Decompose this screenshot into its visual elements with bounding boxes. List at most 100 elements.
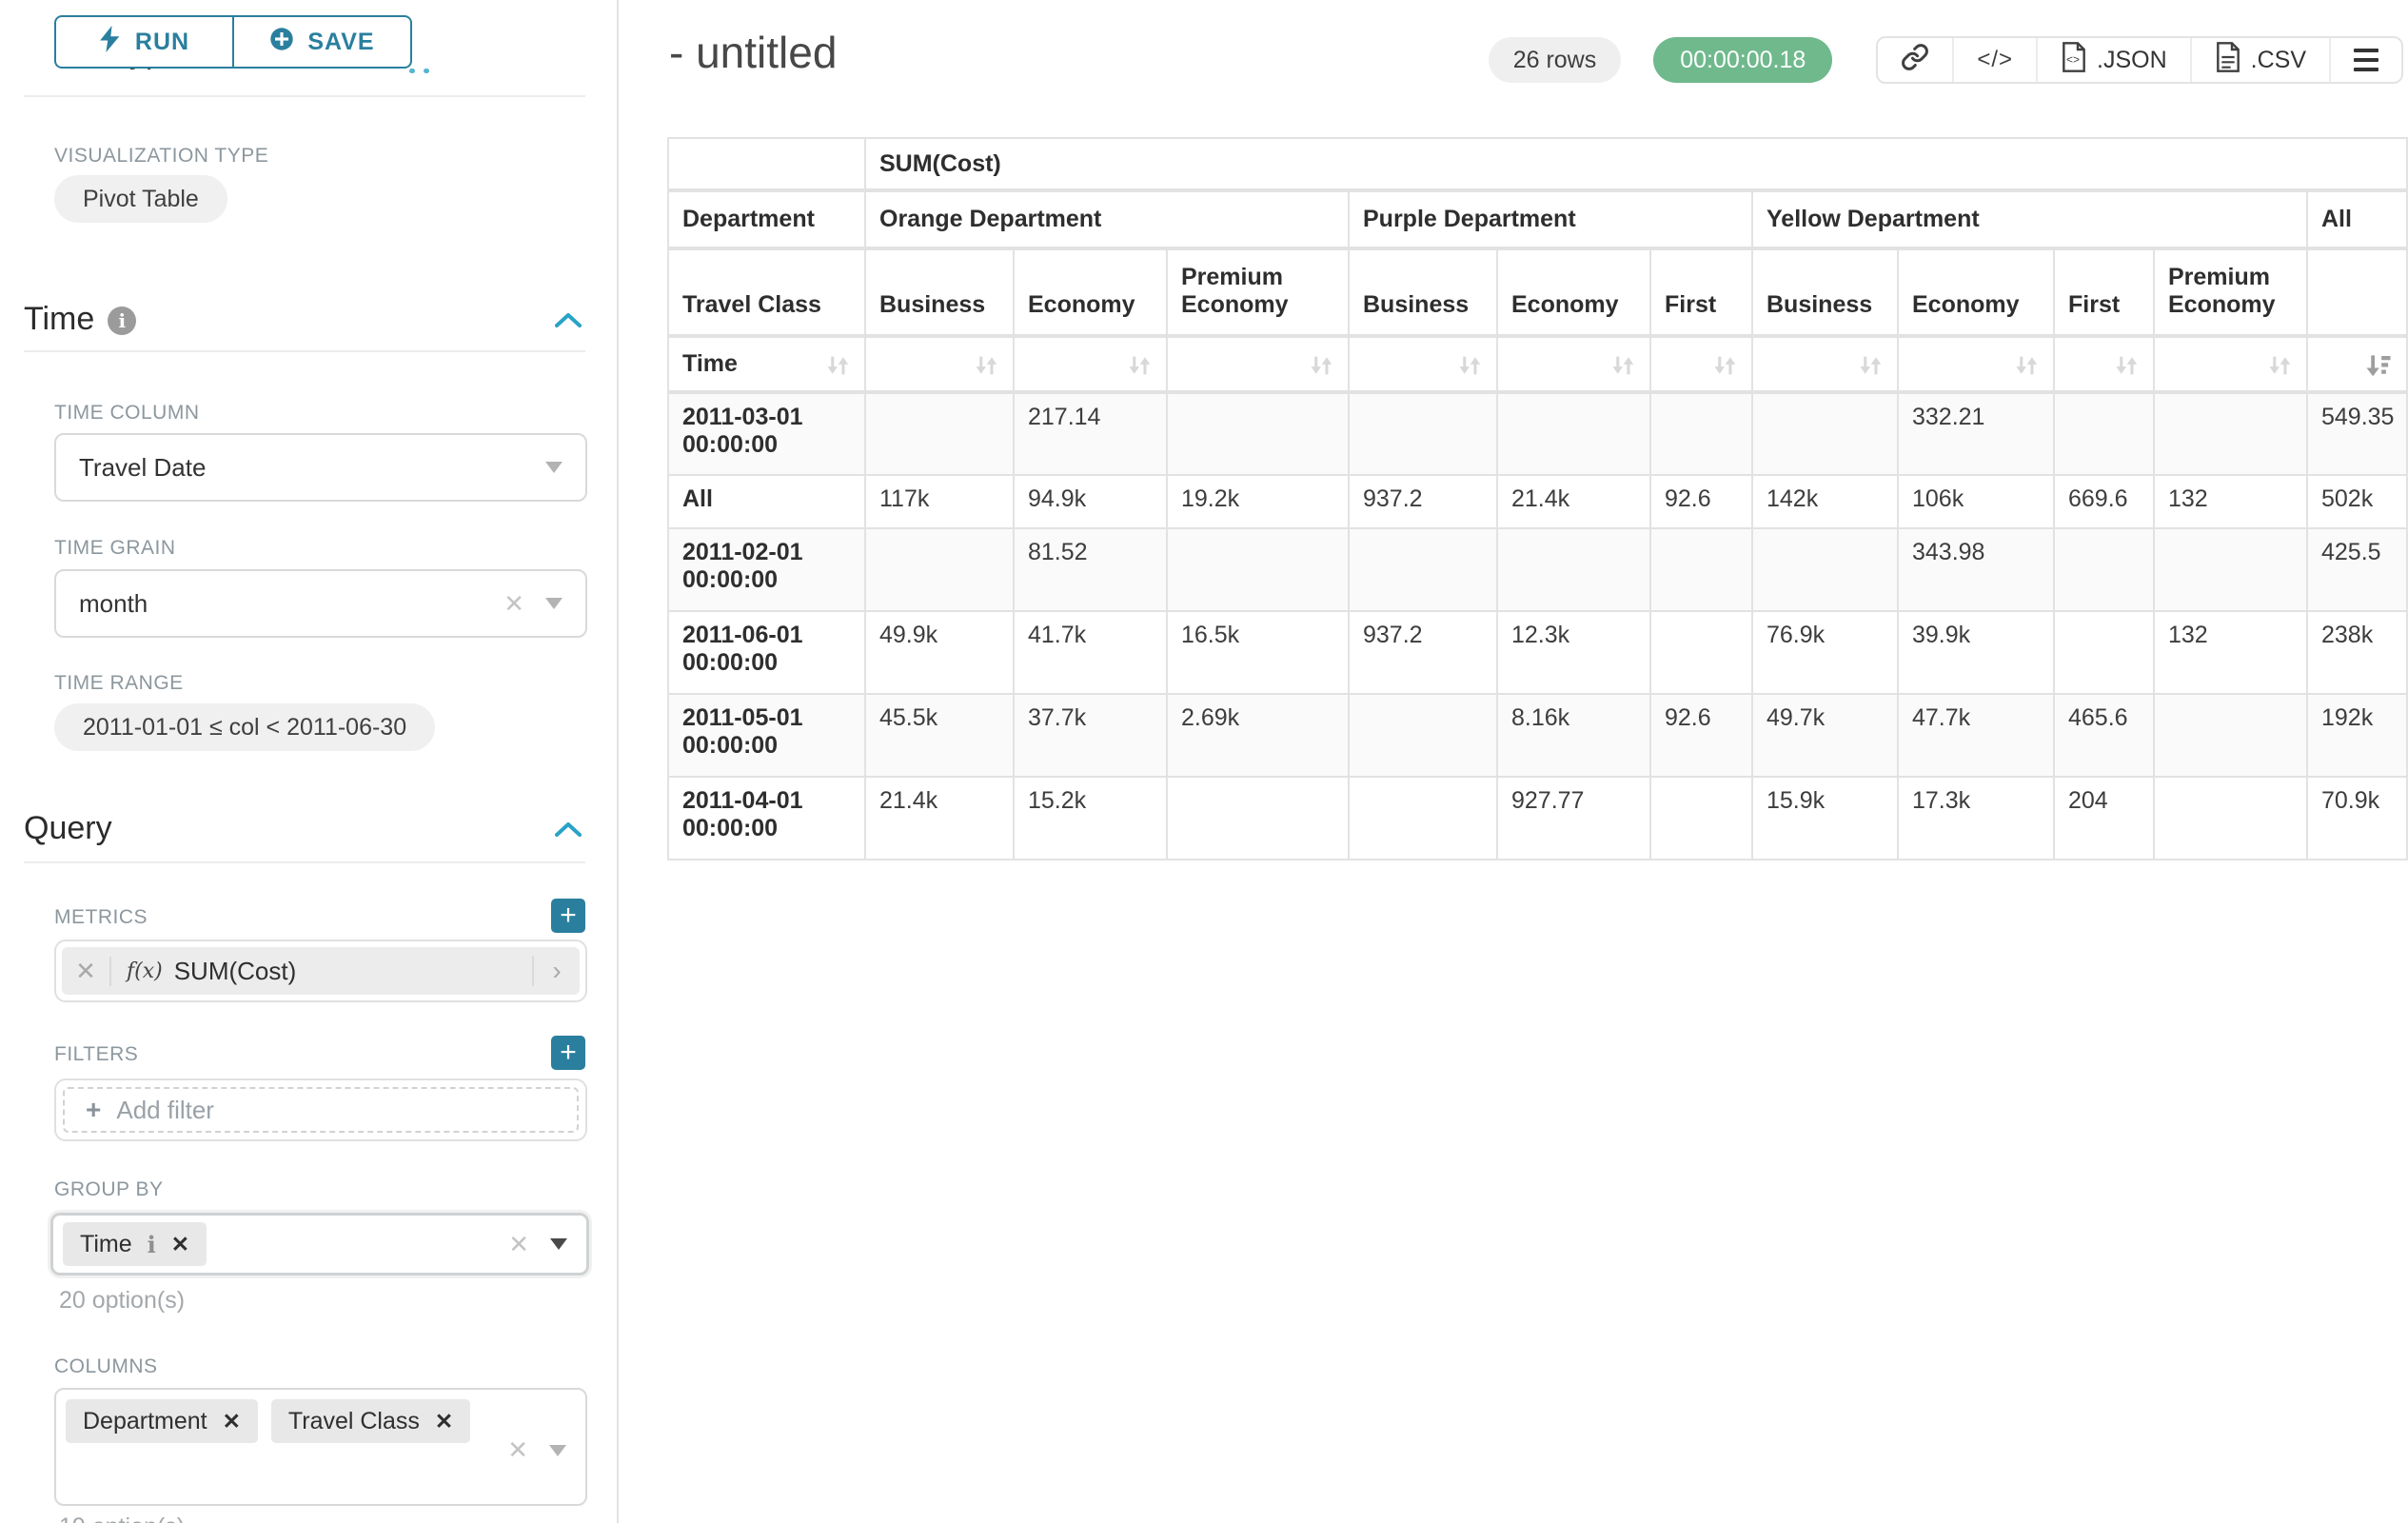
group-by-select[interactable]: Time i ✕ ✕	[50, 1213, 589, 1276]
pivot-sort-header[interactable]	[1348, 335, 1498, 394]
divider	[24, 350, 585, 352]
export-json-button[interactable]: <> .JSON	[2036, 38, 2190, 82]
remove-metric-icon[interactable]: ✕	[62, 956, 111, 986]
caret-down-icon[interactable]	[550, 1238, 567, 1250]
pivot-cell: 37.7k	[1013, 693, 1168, 778]
pivot-sort-header[interactable]	[2153, 335, 2308, 394]
share-link-button[interactable]	[1878, 38, 1952, 82]
time-column-select[interactable]: Travel Date	[54, 433, 587, 502]
pivot-cell: 2.69k	[1166, 693, 1350, 778]
pivot-col-header: Economy	[1013, 247, 1168, 338]
pivot-cell	[1751, 527, 1899, 612]
pivot-cell: 142k	[1751, 474, 1899, 529]
chevron-right-icon[interactable]: ›	[532, 956, 580, 986]
columns-tag[interactable]: Department ✕	[66, 1399, 258, 1443]
pivot-cell: 217.14	[1013, 391, 1168, 476]
metric-pill[interactable]: ✕ f(x) SUM(Cost) ›	[62, 947, 580, 995]
chevron-up-icon[interactable]	[553, 310, 583, 336]
save-button[interactable]: SAVE	[233, 15, 412, 69]
pivot-row-label: 2011-03-01 00:00:00	[667, 391, 866, 476]
pivot-cell: 15.2k	[1013, 776, 1168, 860]
columns-tag[interactable]: Travel Class ✕	[270, 1399, 471, 1443]
pivot-cell: 94.9k	[1013, 474, 1168, 529]
pivot-row-label: 2011-02-01 00:00:00	[667, 527, 866, 612]
clipped-chevron-dots	[409, 69, 429, 73]
pivot-sort-header[interactable]	[1751, 335, 1899, 394]
pivot-col-header: Premium Economy	[1166, 247, 1350, 338]
pivot-cell: 17.3k	[1897, 776, 2055, 860]
group-by-label: GROUP BY	[54, 1178, 164, 1200]
add-metric-button[interactable]: +	[551, 899, 585, 933]
pivot-sort-header[interactable]	[2053, 335, 2155, 394]
pivot-sort-header[interactable]	[1649, 335, 1753, 394]
columns-select[interactable]: Department ✕ Travel Class ✕ ✕	[54, 1388, 587, 1506]
pivot-cell	[1348, 391, 1498, 476]
remove-tag-icon[interactable]: ✕	[170, 1231, 190, 1256]
pivot-cell: 238k	[2305, 610, 2408, 695]
run-button[interactable]: RUN	[54, 15, 233, 69]
time-grain-value: month	[79, 588, 148, 618]
pivot-row: 2011-02-01 00:00:00 81.52 343.98 425.5	[667, 527, 2408, 612]
view-query-button[interactable]: </>	[1952, 38, 2036, 82]
pivot-cell: 132	[2153, 610, 2308, 695]
pivot-cell	[1166, 776, 1350, 860]
hamburger-icon	[2354, 49, 2378, 71]
pivot-col-header: Economy	[1496, 247, 1651, 338]
pivot-sort-header[interactable]	[1897, 335, 2055, 394]
pivot-cell: 937.2	[1348, 610, 1498, 695]
filters-label: FILTERS	[54, 1043, 139, 1065]
menu-button[interactable]	[2329, 38, 2401, 82]
pivot-cell: 21.4k	[864, 776, 1015, 860]
export-json-label: .JSON	[2097, 46, 2167, 73]
pivot-cell	[1649, 527, 1753, 612]
query-timer-badge: 00:00:00.18	[1653, 37, 1833, 83]
pivot-sort-header[interactable]	[1166, 335, 1350, 394]
export-csv-label: .CSV	[2250, 46, 2306, 73]
pivot-sort-header[interactable]	[2305, 335, 2408, 394]
columns-label: COLUMNS	[54, 1355, 158, 1377]
pivot-time-axis-label sort-cell[interactable]: Time	[667, 335, 866, 394]
time-grain-select[interactable]: month ✕	[54, 569, 587, 638]
group-by-tag[interactable]: Time i ✕	[63, 1222, 207, 1266]
clear-icon[interactable]: ✕	[507, 1435, 528, 1464]
visualization-type-pill[interactable]: Pivot Table	[54, 175, 227, 223]
time-range-pill[interactable]: 2011-01-01 ≤ col < 2011-06-30	[54, 703, 436, 751]
lightning-icon	[99, 25, 122, 59]
chevron-up-icon[interactable]	[553, 820, 583, 845]
caret-down-icon[interactable]	[549, 1444, 566, 1456]
columns-tag-label: Travel Class	[287, 1407, 420, 1434]
pivot-col-header: First	[1649, 247, 1753, 338]
clear-icon[interactable]: ✕	[508, 1229, 529, 1258]
pivot-cell: 343.98	[1897, 527, 2055, 612]
add-filter-label: Add filter	[116, 1095, 214, 1124]
export-csv-button[interactable]: .CSV	[2189, 38, 2329, 82]
pivot-cell: 39.9k	[1897, 610, 2055, 695]
pivot-cell: 465.6	[2053, 693, 2155, 778]
pivot-cell: 132	[2153, 474, 2308, 529]
pivot-sort-header[interactable]	[1013, 335, 1168, 394]
pivot-sort-header[interactable]	[1496, 335, 1651, 394]
pivot-sort-header[interactable]	[864, 335, 1015, 394]
clear-icon[interactable]: ✕	[503, 588, 524, 618]
code-icon: </>	[1977, 47, 2014, 72]
sort-icon[interactable]	[824, 350, 851, 379]
pivot-col-group-header: Orange Department	[864, 189, 1350, 250]
add-filter-button[interactable]: + Add filter	[63, 1087, 579, 1133]
pivot-cell: 47.7k	[1897, 693, 2055, 778]
remove-tag-icon[interactable]: ✕	[434, 1408, 454, 1434]
pivot-col-header: Premium Economy	[2153, 247, 2308, 338]
pivot-cell	[1166, 391, 1350, 476]
pivot-row: All 117k 94.9k 19.2k 937.2 21.4k 92.6 142k 106k 6…	[667, 474, 2408, 529]
pivot-cell	[2053, 391, 2155, 476]
pivot-cell: 425.5	[2305, 527, 2408, 612]
add-filter-plus-button[interactable]: +	[551, 1036, 585, 1070]
chart-title[interactable]: - untitled	[669, 28, 838, 77]
pivot-row: 2011-05-01 00:00:00 45.5k 37.7k 2.69k 8.16k 9…	[667, 693, 2408, 778]
remove-tag-icon[interactable]: ✕	[222, 1408, 241, 1434]
info-icon[interactable]: i	[108, 307, 137, 335]
pivot-col-header: Business	[1751, 247, 1899, 338]
pivot-cell: 41.7k	[1013, 610, 1168, 695]
pivot-col-header: First	[2053, 247, 2155, 338]
column-info-icon[interactable]: i	[147, 1230, 156, 1258]
pivot-metric-header: SUM(Cost)	[863, 137, 2408, 192]
